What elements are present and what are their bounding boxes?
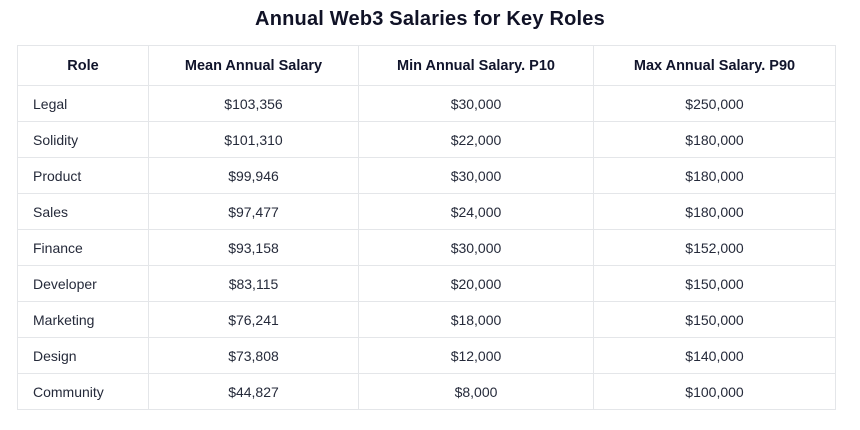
table-row: Sales $97,477 $24,000 $180,000: [17, 193, 836, 230]
mean-salary-cell: $93,158: [148, 229, 359, 266]
max-salary-cell: $180,000: [593, 121, 836, 158]
table-row: Product $99,946 $30,000 $180,000: [17, 157, 836, 194]
min-salary-cell: $8,000: [358, 373, 594, 410]
role-cell: Finance: [17, 229, 149, 266]
min-salary-cell: $24,000: [358, 193, 594, 230]
role-cell: Developer: [17, 265, 149, 302]
table-body: Legal $103,356 $30,000 $250,000 Solidity $101…: [17, 85, 836, 410]
salary-table: Role Mean Annual Salary Min Annual Salar…: [17, 45, 836, 410]
min-salary-cell: $18,000: [358, 301, 594, 338]
column-header-role: Role: [17, 45, 149, 86]
max-salary-cell: $140,000: [593, 337, 836, 374]
min-salary-cell: $30,000: [358, 229, 594, 266]
min-salary-cell: $30,000: [358, 85, 594, 122]
min-salary-cell: $12,000: [358, 337, 594, 374]
min-salary-cell: $30,000: [358, 157, 594, 194]
mean-salary-cell: $103,356: [148, 85, 359, 122]
page-title: Annual Web3 Salaries for Key Roles: [255, 8, 605, 30]
mean-salary-cell: $97,477: [148, 193, 359, 230]
mean-salary-cell: $76,241: [148, 301, 359, 338]
mean-salary-cell: $83,115: [148, 265, 359, 302]
role-cell: Solidity: [17, 121, 149, 158]
min-salary-cell: $22,000: [358, 121, 594, 158]
max-salary-cell: $150,000: [593, 265, 836, 302]
table-row: Solidity $101,310 $22,000 $180,000: [17, 121, 836, 158]
column-header-mean: Mean Annual Salary: [148, 45, 359, 86]
table-row: Finance $93,158 $30,000 $152,000: [17, 229, 836, 266]
mean-salary-cell: $73,808: [148, 337, 359, 374]
role-cell: Marketing: [17, 301, 149, 338]
max-salary-cell: $152,000: [593, 229, 836, 266]
role-cell: Product: [17, 157, 149, 194]
max-salary-cell: $100,000: [593, 373, 836, 410]
max-salary-cell: $180,000: [593, 157, 836, 194]
table-row: Legal $103,356 $30,000 $250,000: [17, 85, 836, 122]
max-salary-cell: $250,000: [593, 85, 836, 122]
role-cell: Community: [17, 373, 149, 410]
table-row: Marketing $76,241 $18,000 $150,000: [17, 301, 836, 338]
mean-salary-cell: $44,827: [148, 373, 359, 410]
mean-salary-cell: $99,946: [148, 157, 359, 194]
column-header-max: Max Annual Salary. P90: [593, 45, 836, 86]
column-header-min: Min Annual Salary. P10: [358, 45, 594, 86]
role-cell: Legal: [17, 85, 149, 122]
table-header-row: Role Mean Annual Salary Min Annual Salar…: [17, 45, 836, 86]
role-cell: Sales: [17, 193, 149, 230]
table-row: Developer $83,115 $20,000 $150,000: [17, 265, 836, 302]
mean-salary-cell: $101,310: [148, 121, 359, 158]
table-row: Design $73,808 $12,000 $140,000: [17, 337, 836, 374]
max-salary-cell: $180,000: [593, 193, 836, 230]
table-row: Community $44,827 $8,000 $100,000: [17, 373, 836, 410]
role-cell: Design: [17, 337, 149, 374]
max-salary-cell: $150,000: [593, 301, 836, 338]
min-salary-cell: $20,000: [358, 265, 594, 302]
